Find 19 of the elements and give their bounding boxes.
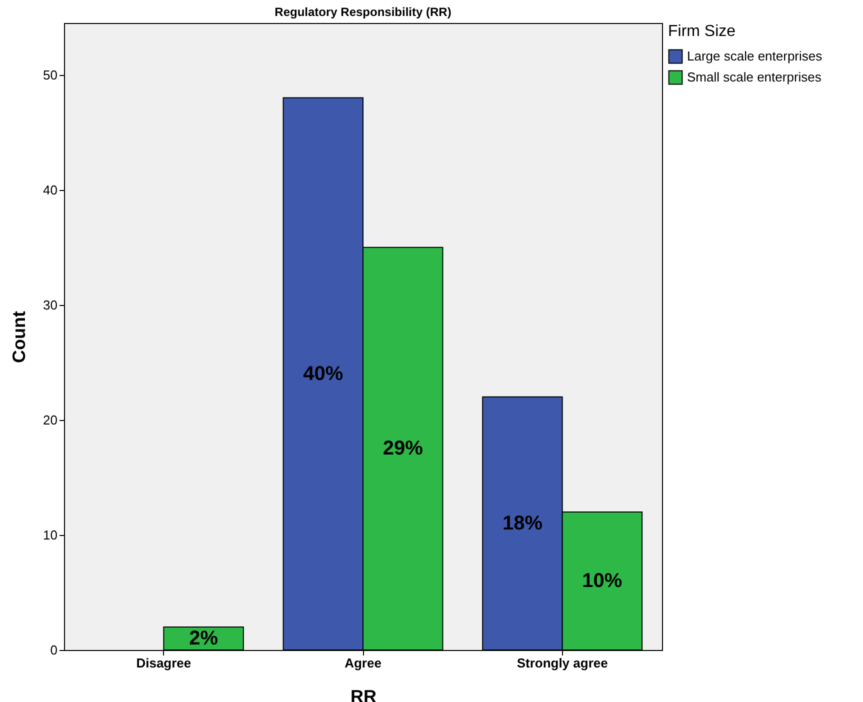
y-tick-label: 30 — [43, 297, 58, 312]
annotation: 2% — [189, 627, 218, 650]
legend-title: Firm Size — [668, 23, 736, 40]
legend-label: Small scale enterprises — [687, 70, 822, 84]
y-tick-label: 20 — [43, 412, 58, 428]
y-tick-label: 50 — [43, 67, 58, 82]
x-tick-label: Disagree — [136, 656, 192, 670]
annotation: 18% — [502, 512, 543, 534]
annotation: 10% — [582, 570, 622, 592]
legend-label: Large scale enterprises — [687, 48, 823, 64]
x-tick-label: Agree — [344, 656, 382, 670]
y-tick-label: 0 — [50, 642, 58, 658]
annotation: 29% — [382, 438, 424, 460]
y-tick-label: 40 — [43, 182, 58, 198]
y-tick-label: 10 — [43, 527, 58, 542]
chart-title: Regulatory Responsibility (RR) — [274, 5, 452, 19]
x-tick-label: Strongly agree — [516, 656, 608, 670]
y-axis-title: Count — [9, 311, 30, 363]
annotation: 40% — [303, 362, 344, 385]
